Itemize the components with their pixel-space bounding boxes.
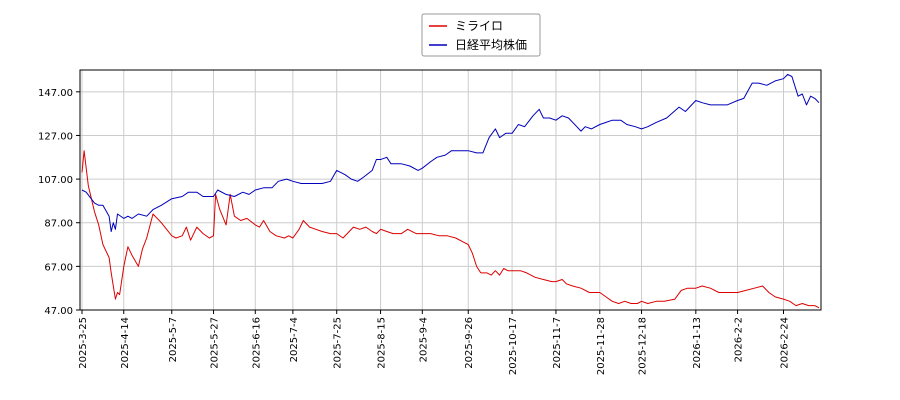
grid-lines bbox=[80, 70, 821, 311]
series-lines bbox=[81, 73, 820, 309]
x-tick-label: 2026-2-2 bbox=[734, 317, 745, 362]
x-tick-label: 2025-5-7 bbox=[168, 317, 179, 362]
x-tick-label: 2025-11-7 bbox=[552, 317, 563, 369]
plot-frame bbox=[79, 69, 822, 311]
y-tick-label: 127.00 bbox=[38, 131, 73, 142]
x-tick-label: 2025-4-14 bbox=[120, 317, 131, 369]
x-tick-label: 2025-5-27 bbox=[210, 317, 221, 369]
y-tick-label: 47.00 bbox=[44, 306, 73, 317]
legend-label-1: 日経平均株価 bbox=[455, 37, 527, 52]
legend: ミライロ 日経平均株価 bbox=[421, 13, 541, 57]
x-tick-label: 2025-7-4 bbox=[289, 317, 300, 362]
x-tick-label: 2025-10-17 bbox=[508, 317, 519, 375]
x-tick-label: 2025-12-18 bbox=[638, 317, 649, 375]
x-axis: 2025-3-25 2025-4-14 2025-5-7 2025-5-27 2025-… bbox=[78, 310, 791, 375]
series-line-1 bbox=[81, 73, 820, 232]
y-tick-label: 87.00 bbox=[44, 219, 73, 230]
y-tick-label: 107.00 bbox=[38, 175, 73, 186]
x-tick-label: 2025-11-28 bbox=[596, 317, 607, 375]
x-tick-label: 2025-3-25 bbox=[78, 317, 89, 369]
x-tick-label: 2025-6-16 bbox=[251, 317, 262, 369]
x-tick-label: 2025-8-15 bbox=[377, 317, 388, 369]
y-axis: 47.00 67.00 87.00 107.00 127.00 147.00 bbox=[38, 88, 80, 317]
x-tick-label: 2025-9-4 bbox=[418, 317, 429, 362]
legend-label-0: ミライロ bbox=[455, 19, 503, 33]
x-tick-label: 2025-9-26 bbox=[464, 317, 475, 369]
y-tick-label: 147.00 bbox=[38, 88, 73, 99]
series-line-0 bbox=[81, 150, 820, 309]
x-tick-label: 2026-1-13 bbox=[692, 317, 703, 369]
y-tick-label: 67.00 bbox=[44, 262, 73, 273]
x-tick-label: 2025-7-25 bbox=[333, 317, 344, 369]
legend-box bbox=[421, 13, 541, 57]
x-tick-label: 2026-2-24 bbox=[780, 317, 791, 369]
